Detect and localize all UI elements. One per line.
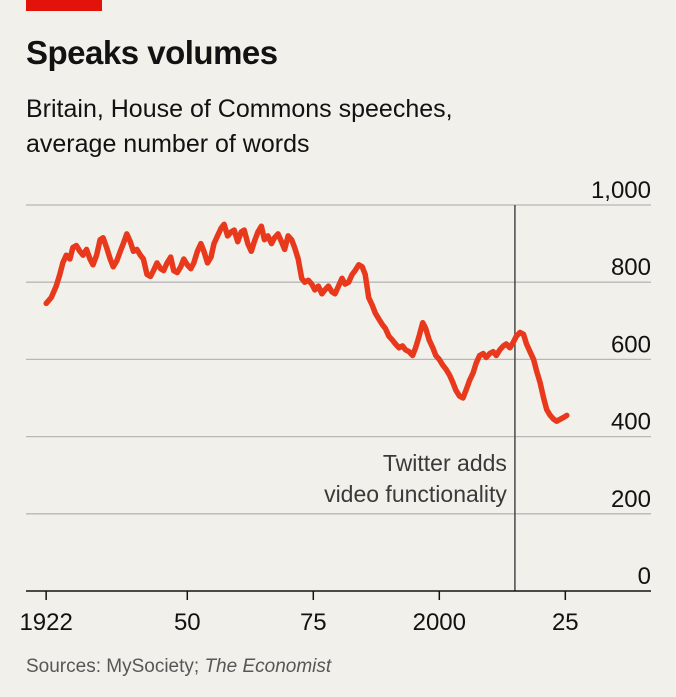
y-tick-label-200: 200 — [611, 486, 651, 513]
annotation-text-line-2: video functionality — [324, 481, 507, 507]
chart-subtitle: Britain, House of Commons speeches, aver… — [26, 92, 646, 162]
source-publication: The Economist — [204, 656, 332, 677]
x-tick-label-2000: 2000 — [413, 609, 466, 636]
y-tick-label-1000: 1,000 — [591, 177, 651, 204]
y-tick-label-0: 0 — [638, 563, 651, 590]
x-axis: 1922 50 75 2000 25 — [19, 590, 651, 636]
x-tick-label-25: 25 — [552, 609, 579, 636]
y-tick-label-400: 400 — [611, 409, 651, 436]
subtitle-line-1: Britain, House of Commons speeches, — [26, 95, 453, 123]
x-tick-label-1922: 1922 — [19, 609, 72, 636]
annotation-text-line-1: Twitter adds — [383, 450, 507, 476]
series-group — [43, 221, 570, 424]
source-prefix: Sources: MySociety; — [26, 656, 205, 677]
source-note: Sources: MySociety; The Economist — [26, 656, 331, 678]
y-tick-label-800: 800 — [611, 254, 651, 281]
x-tick-label-75: 75 — [300, 609, 327, 636]
annotation: Twitter adds video functionality — [324, 205, 516, 591]
brand-accent-bar — [26, 0, 102, 11]
y-axis-labels: 0 200 400 600 800 1,000 — [591, 177, 651, 590]
x-tick-label-50: 50 — [174, 609, 201, 636]
chart-title: Speaks volumes — [26, 34, 278, 71]
y-tick-label-600: 600 — [611, 331, 651, 358]
subtitle-line-2: average number of words — [26, 130, 310, 158]
series-line-0 — [43, 221, 570, 424]
